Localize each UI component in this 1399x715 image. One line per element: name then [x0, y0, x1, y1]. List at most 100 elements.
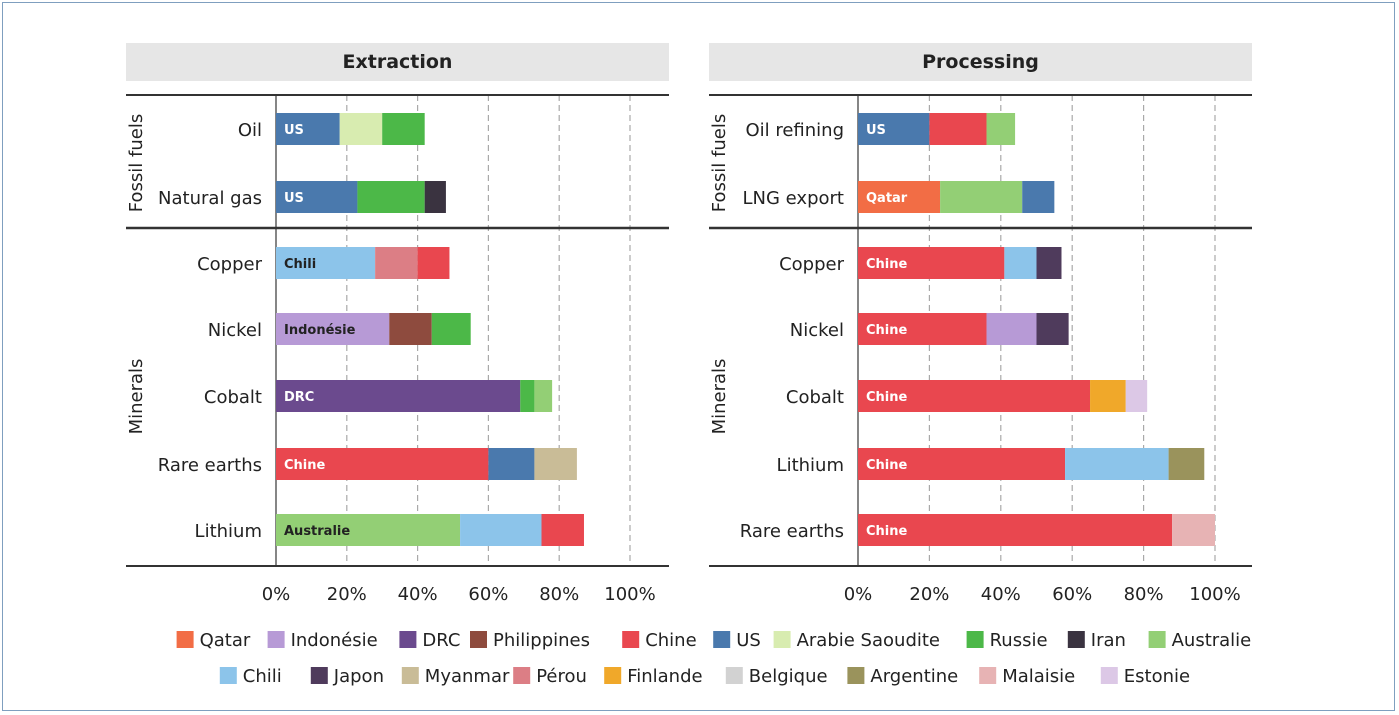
processing-nickel-bar-japon — [1036, 313, 1069, 345]
processing-copper-category-label: Copper — [779, 254, 845, 275]
legend-swatch-chili — [219, 667, 237, 684]
processing-tick-label-20: 20% — [909, 584, 949, 605]
legend-label-philippines: Philippines — [493, 630, 590, 651]
extraction-oil-bar-arabie-saoudite — [339, 113, 383, 145]
extraction-lithium-category-label: Lithium — [195, 521, 262, 542]
extraction-tick-label-80: 80% — [539, 584, 579, 605]
extraction-rare-earths-bar-chine — [276, 448, 489, 480]
extraction-cobalt-bar-label: DRC — [284, 390, 314, 405]
legend-swatch-drc — [399, 631, 417, 648]
processing-cobalt-category-label: Cobalt — [786, 387, 844, 408]
extraction-oil-bar-label: US — [284, 123, 304, 138]
processing-group-label-minerals: Minerals — [709, 359, 730, 435]
legend-swatch-malaisie — [979, 667, 997, 684]
extraction-oil-category-label: Oil — [238, 120, 262, 141]
legend-label-chili: Chili — [243, 666, 282, 687]
extraction-lithium-bar-chili — [460, 514, 542, 546]
processing-tick-label-60: 60% — [1052, 584, 1092, 605]
extraction-cobalt-category-label: Cobalt — [204, 387, 262, 408]
extraction-copper-bar-perou — [375, 247, 418, 279]
extraction-natural-gas-bar-label: US — [284, 191, 304, 206]
legend-label-malaisie: Malaisie — [1002, 666, 1075, 687]
legend-label-iran: Iran — [1091, 630, 1126, 651]
extraction-natural-gas-bar-iran — [424, 181, 446, 213]
processing-tick-label-0: 0% — [844, 584, 873, 605]
processing-lithium-category-label: Lithium — [777, 455, 844, 476]
extraction-rare-earths-bar-us — [488, 448, 535, 480]
processing-copper-bar-chili — [1004, 247, 1037, 279]
extraction-nickel-bar-russie — [431, 313, 471, 345]
extraction-nickel-bar-label: Indonésie — [284, 323, 356, 338]
processing-tick-label-40: 40% — [981, 584, 1021, 605]
legend-swatch-indonesie — [267, 631, 285, 648]
processing-rare-earths-bar-malaisie — [1172, 514, 1215, 546]
extraction-copper-category-label: Copper — [197, 254, 263, 275]
legend-swatch-perou — [513, 667, 531, 684]
processing-cobalt-bar-chine — [858, 380, 1091, 412]
extraction-nickel-bar-philippines — [389, 313, 432, 345]
legend-label-qatar: Qatar — [200, 630, 251, 651]
processing-oil-refining-bar-label: US — [866, 123, 886, 138]
processing-cobalt-bar-estonie — [1125, 380, 1148, 412]
legend-swatch-russie — [966, 631, 984, 648]
processing-nickel-bar-indonesie — [986, 313, 1037, 345]
processing-copper-bar-chine — [858, 247, 1005, 279]
extraction-lithium-bar-chine — [541, 514, 584, 546]
extraction-natural-gas-bar-us — [276, 181, 358, 213]
processing-oil-refining-bar-australie — [986, 113, 1016, 145]
processing-cobalt-bar-finlande — [1090, 380, 1126, 412]
legend-swatch-iran — [1067, 631, 1085, 648]
processing-header-band — [709, 43, 1252, 81]
legend-swatch-myanmar — [401, 667, 419, 684]
legend-label-argentine: Argentine — [870, 666, 958, 687]
extraction-tick-label-0: 0% — [262, 584, 291, 605]
legend-swatch-argentine — [847, 667, 865, 684]
extraction-rare-earths-bar-myanmar — [534, 448, 577, 480]
processing-oil-refining-bar-chine — [929, 113, 987, 145]
extraction-tick-label-100: 100% — [604, 584, 655, 605]
extraction-natural-gas-bar-russie — [357, 181, 425, 213]
legend-swatch-us — [713, 631, 731, 648]
extraction-oil-bar-us — [276, 113, 340, 145]
processing-lithium-bar-chine — [858, 448, 1066, 480]
legend-label-perou: Pérou — [536, 666, 587, 687]
legend-swatch-qatar — [176, 631, 194, 648]
processing-copper-bar-label: Chine — [866, 257, 908, 272]
processing-rare-earths-bar-label: Chine — [866, 524, 908, 539]
legend-label-japon: Japon — [333, 666, 384, 687]
legend-label-arabie-saoudite: Arabie Saoudite — [797, 630, 940, 651]
legend-label-finlande: Finlande — [627, 666, 702, 687]
extraction-tick-label-40: 40% — [398, 584, 438, 605]
extraction-copper-bar-label: Chili — [284, 257, 316, 272]
legend-swatch-japon — [310, 667, 328, 684]
processing-lng-export-bar-label: Qatar — [866, 191, 908, 206]
processing-title: Processing — [922, 51, 1039, 73]
extraction-tick-label-20: 20% — [327, 584, 367, 605]
extraction-cobalt-bar-russie — [520, 380, 535, 412]
legend-label-indonesie: Indonésie — [291, 630, 378, 651]
legend-label-belgique: Belgique — [749, 666, 828, 687]
extraction-natural-gas-category-label: Natural gas — [158, 188, 262, 209]
legend-label-drc: DRC — [422, 630, 460, 651]
legend-label-us: US — [736, 630, 761, 651]
processing-oil-refining-category-label: Oil refining — [745, 120, 844, 141]
legend-label-australie: Australie — [1172, 630, 1252, 651]
extraction-oil-bar-russie — [382, 113, 425, 145]
legend-label-myanmar: Myanmar — [425, 666, 510, 687]
legend-swatch-finlande — [604, 667, 622, 684]
processing-tick-label-100: 100% — [1189, 584, 1240, 605]
legend-swatch-chine — [622, 631, 640, 648]
legend-label-chine: Chine — [645, 630, 696, 651]
extraction-cobalt-bar-drc — [276, 380, 521, 412]
legend-label-estonie: Estonie — [1124, 666, 1190, 687]
extraction-cobalt-bar-australie — [534, 380, 553, 412]
legend-label-russie: Russie — [990, 630, 1048, 651]
extraction-rare-earths-category-label: Rare earths — [158, 455, 262, 476]
extraction-tick-label-60: 60% — [468, 584, 508, 605]
processing-lng-export-category-label: LNG export — [743, 188, 844, 209]
processing-tick-label-80: 80% — [1124, 584, 1164, 605]
extraction-copper-bar-chili — [276, 247, 376, 279]
extraction-nickel-category-label: Nickel — [208, 320, 262, 341]
legend-swatch-belgique — [725, 667, 743, 684]
